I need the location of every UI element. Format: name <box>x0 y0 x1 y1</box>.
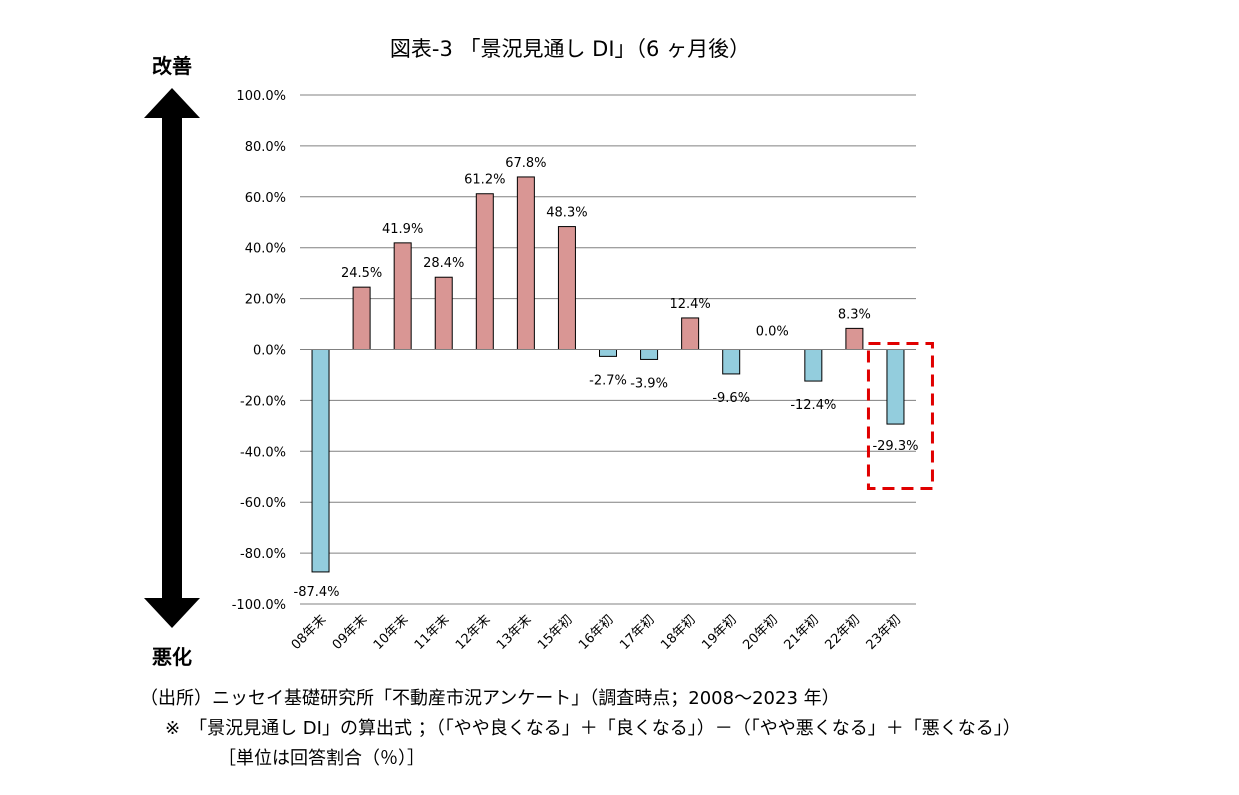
improve-label: 改善 <box>152 54 192 78</box>
y-tick-label: 100.0% <box>236 89 286 104</box>
bar <box>599 349 617 357</box>
x-tick-label: 22年初 <box>823 612 864 653</box>
double-arrow-icon <box>144 88 200 628</box>
x-axis-ticks: 08年末 09年末 10年末 11年末 12年末 13年末 15年初 16年初 17年初 18年初… <box>289 612 905 653</box>
data-label: 48.3% <box>546 206 587 221</box>
bar <box>557 226 576 351</box>
x-tick-label: 15年初 <box>535 612 576 653</box>
data-label: 41.9% <box>382 222 423 237</box>
x-tick-label: 17年初 <box>617 612 658 653</box>
x-tick-label: 12年末 <box>453 612 494 653</box>
data-label: 0.0% <box>756 325 789 340</box>
y-tick-label: -60.0% <box>240 496 286 511</box>
x-tick-label: 18年初 <box>658 612 699 653</box>
x-tick-label: 09年末 <box>330 612 371 653</box>
bar <box>393 242 412 350</box>
worsen-label: 悪化 <box>152 645 192 669</box>
x-tick-label: 13年末 <box>494 612 535 653</box>
y-tick-label: -20.0% <box>240 394 286 409</box>
data-labels: -87.4% 24.5% 41.9% 28.4% 61.2%67.8% 48.3% -2.7… <box>294 156 919 600</box>
data-label: -2.7% <box>589 373 627 388</box>
source-note: （出所）ニッセイ基礎研究所「不動産市況アンケート」（調査時点；2008～2023… <box>140 688 840 709</box>
y-tick-label: -80.0% <box>240 547 286 562</box>
data-label: 67.8% <box>505 156 546 171</box>
bar <box>516 176 535 350</box>
bar <box>640 349 659 360</box>
y-tick-label: 80.0% <box>245 140 286 155</box>
bar <box>352 286 371 350</box>
data-label: -29.3% <box>872 439 918 454</box>
data-label: -3.9% <box>630 376 668 391</box>
data-label: -87.4% <box>294 585 340 600</box>
data-label: 61.2% <box>464 173 505 188</box>
y-tick-label: 60.0% <box>245 191 286 206</box>
data-label: 8.3% <box>838 307 871 322</box>
y-tick-label: 40.0% <box>245 242 286 257</box>
formula-note: ※ 「景況見通し DI」の算出式 ；（「やや良くなる」＋「良くなる」）－（「やや… <box>165 718 1021 739</box>
unit-note: ［単位は回答割合（％）］ <box>218 748 425 769</box>
x-tick-label: 23年初 <box>864 612 905 653</box>
data-label: 28.4% <box>423 256 464 271</box>
bar <box>845 327 864 350</box>
highlight-box <box>866 342 934 490</box>
x-tick-label: 16年初 <box>576 612 617 653</box>
y-tick-label: -40.0% <box>240 445 286 460</box>
chart-title: 図表-3 「景況見通し DI」（6 ヶ月後） <box>390 37 750 61</box>
bar <box>434 276 453 350</box>
bar <box>475 193 494 350</box>
x-tick-label: 21年初 <box>781 612 822 653</box>
bar <box>722 349 741 375</box>
y-axis-ticks: 100.0% 80.0% 60.0% 40.0% 20.0% 0.0% -20.0% -40.… <box>232 89 286 613</box>
x-tick-label: 19年初 <box>699 612 740 653</box>
x-tick-label: 10年末 <box>371 612 412 653</box>
data-label: 12.4% <box>669 297 710 312</box>
data-label: 24.5% <box>341 266 382 281</box>
data-label: -9.6% <box>712 391 750 406</box>
y-tick-label: 20.0% <box>245 293 286 308</box>
bar <box>804 349 823 382</box>
y-tick-label: -100.0% <box>232 598 286 613</box>
data-label: -12.4% <box>790 398 836 413</box>
x-tick-label: 20年初 <box>740 612 781 653</box>
bar <box>681 317 700 350</box>
x-tick-label: 11年末 <box>412 612 453 653</box>
bar <box>311 349 330 573</box>
x-tick-label: 08年末 <box>289 612 330 653</box>
bar <box>886 349 905 425</box>
y-tick-label: 0.0% <box>253 344 286 359</box>
